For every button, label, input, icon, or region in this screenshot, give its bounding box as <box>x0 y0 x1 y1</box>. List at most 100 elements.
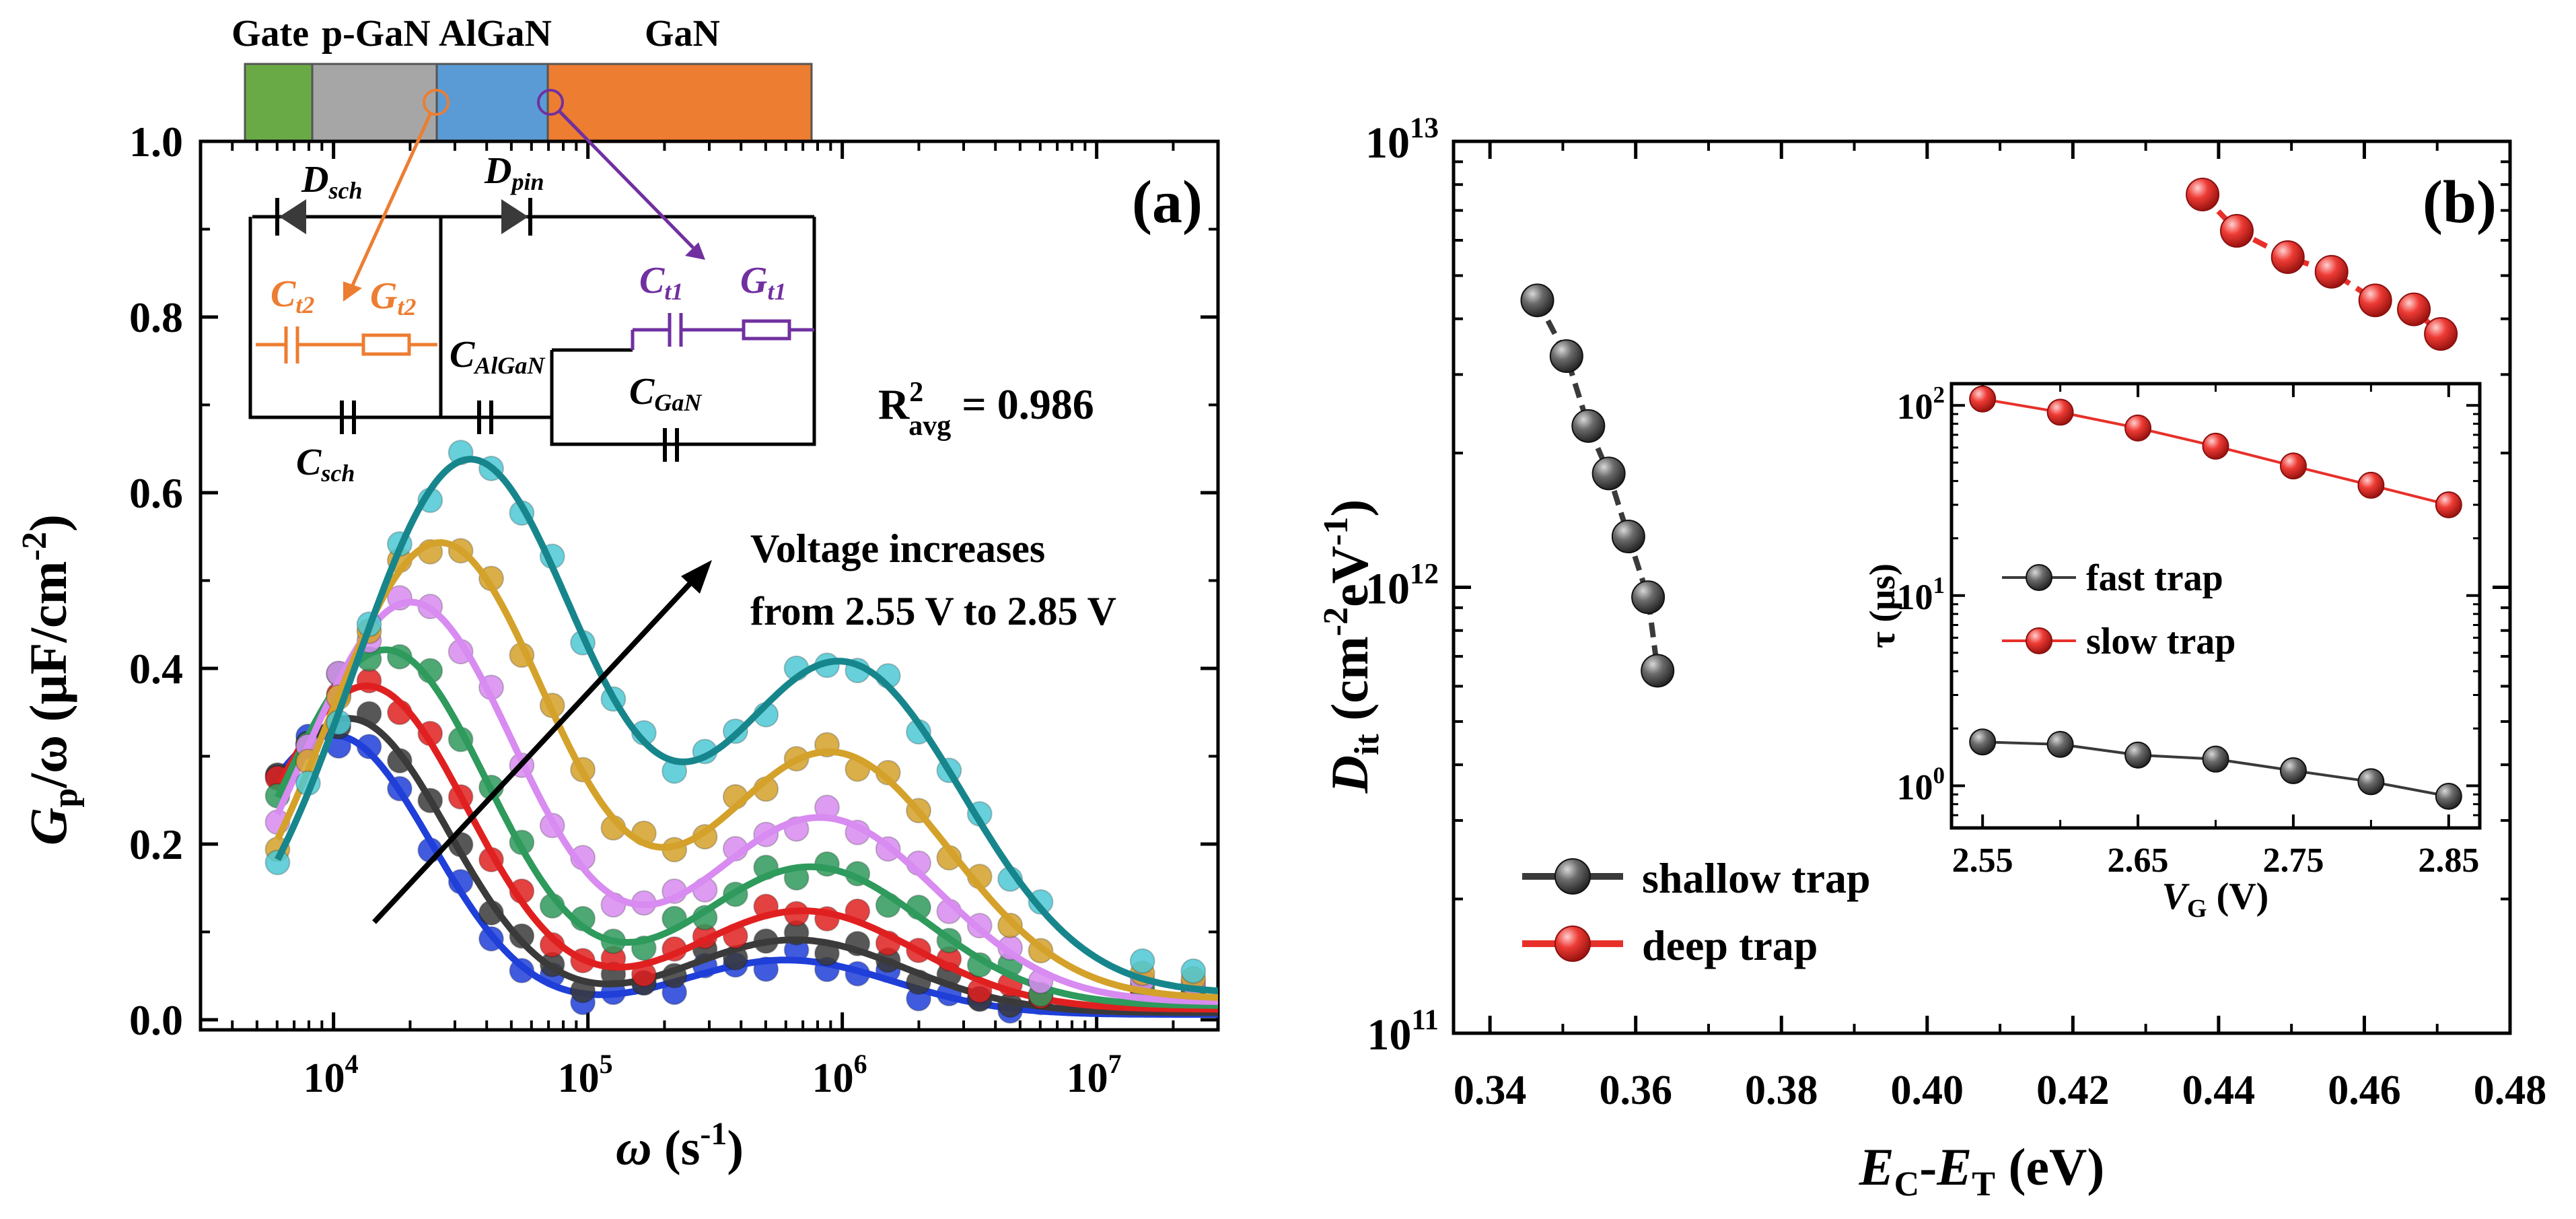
inset-data-point <box>2046 730 2074 758</box>
gt2-resistor <box>361 333 411 356</box>
diode-sch <box>275 198 306 236</box>
inset-data-point <box>2124 741 2152 769</box>
x-tick-label: 104 <box>303 1049 359 1101</box>
data-point <box>264 849 291 876</box>
inset-data-point <box>2279 452 2307 480</box>
inset-data-point <box>1969 385 1997 413</box>
x-tick-label: 0.40 <box>1891 1068 1964 1113</box>
inset-x-label: VG (V) <box>2162 876 2269 923</box>
y-tick-label: 1012 <box>1365 559 1439 614</box>
y-tick-label: 0.2 <box>129 821 183 868</box>
label-calgan: CAlGaN <box>450 334 546 379</box>
trend-arrow <box>372 578 695 924</box>
r2-annotation: R2 avg = 0.986 <box>878 377 1094 442</box>
gt1-resistor <box>742 319 791 341</box>
data-point <box>1549 339 1583 373</box>
data-point <box>2397 292 2431 326</box>
fit-curve <box>274 598 1218 1006</box>
equivalent-circuit <box>248 215 816 446</box>
trend-arrow-head <box>681 560 712 594</box>
inset-y-tick-label: 101 <box>1897 572 1945 617</box>
data-point <box>1129 948 1155 974</box>
data-point <box>2219 213 2254 248</box>
legend-marker-deep <box>1554 926 1591 962</box>
label-dsch: Dsch <box>301 159 362 204</box>
circuit-wire <box>441 217 816 446</box>
label-dpin: Dpin <box>484 150 544 195</box>
inset-plot-area <box>1969 385 2462 810</box>
inset-data-point <box>2435 491 2462 518</box>
x-tick-label: 105 <box>558 1049 613 1101</box>
pointer-arrow-orange <box>349 112 433 289</box>
inset-data-point <box>2202 745 2229 773</box>
gan-label: GaN <box>645 13 720 55</box>
calgan-capacitor <box>477 400 493 434</box>
data-point <box>2424 317 2458 351</box>
inset-legend: fast trap slow trap <box>2002 557 2235 662</box>
inset-data-point <box>2357 768 2385 796</box>
y-tick-label: 0.6 <box>129 469 183 517</box>
x-tick-label: 0.36 <box>1599 1068 1672 1113</box>
y-tick-label: 0.4 <box>129 645 183 693</box>
algan-layer <box>435 63 549 143</box>
annotation-line-1: Voltage increases <box>750 526 1045 571</box>
gan-layer <box>546 63 813 143</box>
axis-ticks-a: 104 105 106 107 0.0 0.2 0.4 0.6 0.8 1.0 <box>129 118 1219 1101</box>
y-tick-label: 0.0 <box>129 996 183 1044</box>
diode-sch-symbol <box>279 199 306 234</box>
inset-data-point <box>2202 432 2229 460</box>
data-point <box>1611 520 1645 554</box>
x-axis-label-a: ω (s-1) <box>616 1116 744 1176</box>
label-gt2: Gt2 <box>370 275 416 320</box>
pointer-origin-pgan <box>423 89 450 116</box>
panel-a-label: (a) <box>1132 169 1203 236</box>
y-tick-label: 1011 <box>1367 1004 1439 1059</box>
inset-data-point <box>2279 757 2307 784</box>
data-point <box>1571 409 1606 443</box>
legend-marker-shallow <box>1554 858 1591 895</box>
x-tick-label: 0.34 <box>1454 1068 1527 1113</box>
panel-b: 0.34 0.36 0.38 0.40 0.42 0.44 0.46 0.4810111012… <box>1317 112 2546 1204</box>
legend-marker-slow <box>2026 627 2052 654</box>
label-gt1: Gt1 <box>740 260 786 305</box>
branch-t2 <box>256 326 437 363</box>
device-structure: Gate p-GaN AlGaN GaN <box>231 13 813 143</box>
fit-curve <box>275 732 1218 1018</box>
pointer-arrow-purple <box>559 110 694 249</box>
panel-b-label: (b) <box>2423 169 2497 236</box>
gate-label: Gate <box>231 13 309 55</box>
legend-marker-fast <box>2026 564 2052 591</box>
y-axis-label-b: Dit (cm-2eV-1) <box>1317 499 1386 794</box>
x-tick-label: 106 <box>812 1049 867 1101</box>
data-point <box>2358 283 2392 318</box>
data-point <box>1028 889 1054 915</box>
inset-x-tick-label: 2.85 <box>2418 841 2479 880</box>
x-tick-label: 107 <box>1067 1049 1122 1101</box>
x-tick-label: 0.46 <box>2328 1068 2401 1113</box>
label-csch: Csch <box>296 442 355 487</box>
diode-pin <box>501 198 532 236</box>
gate-layer <box>244 63 314 143</box>
inset-x-tick-label: 2.75 <box>2262 841 2324 880</box>
label-ct1: Ct1 <box>639 260 683 305</box>
annotation-line-2: from 2.55 V to 2.85 V <box>750 589 1116 633</box>
x-tick-label: 0.42 <box>2036 1068 2110 1113</box>
fit-curve <box>275 646 1218 1009</box>
cgan-capacitor <box>663 428 679 462</box>
label-cgan: CGaN <box>629 371 703 416</box>
panel-a: Gate p-GaN AlGaN GaN 104 105 106 107 0.0 0.2 0… <box>15 13 1220 1176</box>
legend-text-slow: slow trap <box>2086 621 2235 662</box>
label-ct2: Ct2 <box>271 273 314 318</box>
inset-axis-ticks: 2.55 2.65 2.75 2.85 100 101 102 <box>1897 382 2480 880</box>
x-tick-label: 0.48 <box>2474 1068 2547 1113</box>
data-point <box>2186 177 2220 211</box>
legend-text-fast: fast trap <box>2086 557 2223 599</box>
plot-area-b <box>1520 177 2458 688</box>
data-point <box>1180 958 1207 984</box>
data-point <box>997 912 1024 938</box>
fit-curve <box>274 539 1218 1001</box>
inset-x-tick-label: 2.55 <box>1952 841 2013 880</box>
pgan-label: p-GaN <box>322 13 431 55</box>
x-tick-label: 0.44 <box>2182 1068 2256 1113</box>
fit-curve <box>275 456 1218 995</box>
